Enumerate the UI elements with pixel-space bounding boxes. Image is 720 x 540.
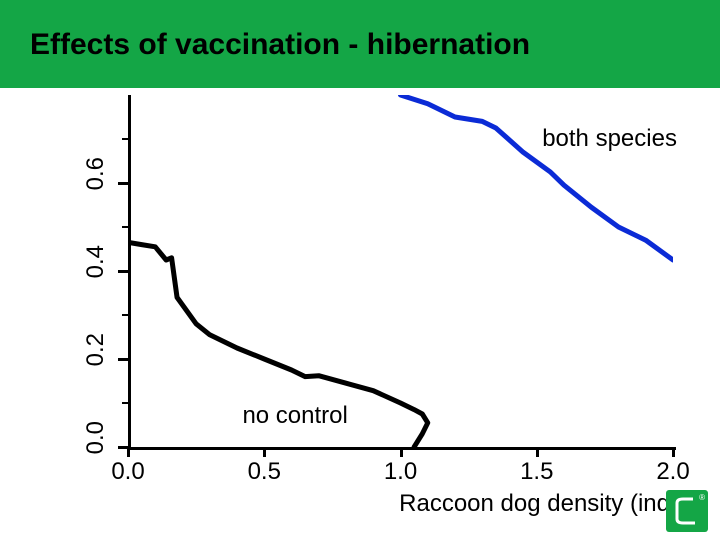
- x-tick-mark: [127, 447, 130, 457]
- x-tick-label: 0.0: [98, 458, 158, 486]
- x-tick-mark: [263, 447, 266, 457]
- x-tick-mark: [536, 447, 539, 457]
- y-tick-label: 0.4: [82, 245, 110, 301]
- y-tick-mark: [118, 182, 128, 185]
- x-tick-label: 1.5: [507, 458, 567, 486]
- slide-title: Effects of vaccination - hibernation: [30, 28, 530, 62]
- brand-logo: ®: [666, 490, 708, 532]
- x-tick-label: 2.0: [643, 458, 703, 486]
- series-label-both-species: both species: [542, 125, 677, 153]
- x-axis-label: Raccoon dog density (ind/sq: [399, 490, 702, 518]
- y-tick-label: 0.2: [82, 333, 110, 389]
- x-tick-mark: [672, 447, 675, 457]
- series-label-no-control: no control: [242, 402, 347, 430]
- x-tick-label: 0.5: [234, 458, 294, 486]
- x-tick-mark: [400, 447, 403, 457]
- y-tick-mark: [118, 358, 128, 361]
- y-tick-mark: [118, 270, 128, 273]
- y-tick-label: 0.6: [82, 157, 110, 213]
- logo-glyph-icon: [671, 495, 703, 527]
- slide-header: Effects of vaccination - hibernation: [0, 0, 720, 88]
- series-both-species: [401, 95, 674, 260]
- x-tick-label: 1.0: [371, 458, 431, 486]
